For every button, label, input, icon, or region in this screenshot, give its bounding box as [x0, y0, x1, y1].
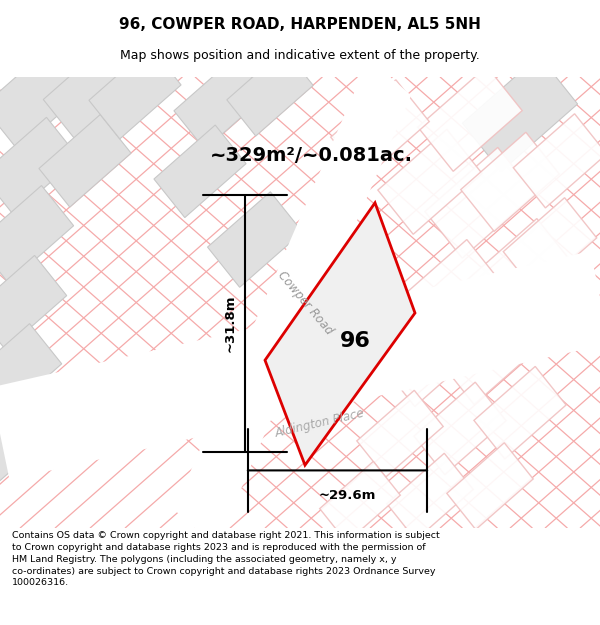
- Polygon shape: [331, 80, 429, 179]
- Polygon shape: [174, 57, 266, 149]
- Polygon shape: [0, 46, 87, 151]
- Polygon shape: [398, 239, 502, 344]
- Polygon shape: [414, 382, 506, 475]
- Polygon shape: [0, 394, 54, 484]
- Text: Map shows position and indicative extent of the property.: Map shows position and indicative extent…: [120, 49, 480, 62]
- Polygon shape: [425, 148, 535, 258]
- Polygon shape: [418, 66, 522, 171]
- Polygon shape: [503, 198, 597, 292]
- Polygon shape: [463, 56, 578, 171]
- Polygon shape: [461, 132, 559, 231]
- Text: ~31.8m: ~31.8m: [224, 295, 237, 352]
- Polygon shape: [441, 306, 539, 404]
- Polygon shape: [208, 192, 302, 288]
- Polygon shape: [0, 324, 62, 418]
- Text: Aldington Place: Aldington Place: [274, 406, 366, 440]
- Text: ~29.6m: ~29.6m: [319, 489, 376, 502]
- Polygon shape: [39, 114, 131, 207]
- Polygon shape: [154, 125, 246, 217]
- Polygon shape: [174, 58, 411, 547]
- Polygon shape: [468, 219, 572, 324]
- Polygon shape: [0, 251, 600, 480]
- Text: 96: 96: [340, 331, 370, 351]
- Text: ~329m²/~0.081ac.: ~329m²/~0.081ac.: [210, 146, 413, 165]
- Polygon shape: [0, 256, 67, 349]
- Polygon shape: [265, 202, 415, 465]
- Polygon shape: [384, 314, 476, 406]
- Polygon shape: [0, 186, 74, 283]
- Text: Contains OS data © Crown copyright and database right 2021. This information is : Contains OS data © Crown copyright and d…: [12, 531, 440, 588]
- Polygon shape: [43, 46, 137, 140]
- Polygon shape: [513, 114, 600, 208]
- Polygon shape: [227, 49, 313, 136]
- Polygon shape: [387, 453, 473, 540]
- Text: 96, COWPER ROAD, HARPENDEN, AL5 5NH: 96, COWPER ROAD, HARPENDEN, AL5 5NH: [119, 18, 481, 32]
- Polygon shape: [320, 461, 400, 542]
- Text: Cowper Road: Cowper Road: [275, 268, 335, 337]
- Polygon shape: [0, 118, 79, 215]
- Polygon shape: [378, 129, 482, 234]
- Polygon shape: [447, 442, 533, 529]
- Polygon shape: [89, 46, 181, 139]
- Polygon shape: [474, 366, 566, 459]
- Polygon shape: [357, 390, 443, 477]
